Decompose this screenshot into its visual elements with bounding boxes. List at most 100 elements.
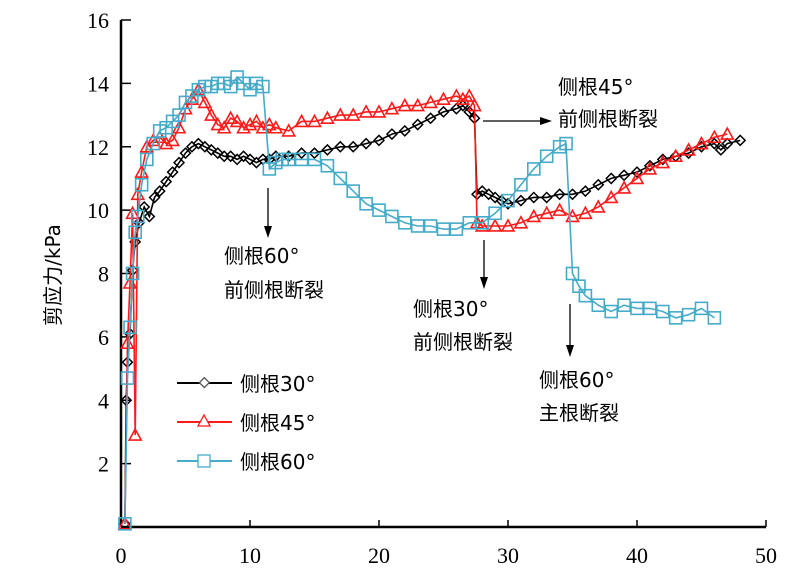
- data-point: [468, 112, 481, 125]
- data-point: [455, 91, 471, 106]
- arrowhead-icon: [566, 345, 574, 357]
- data-point: [123, 320, 137, 335]
- annotation-45-front: 侧根45° 前侧根断裂: [483, 75, 658, 131]
- data-point: [424, 112, 437, 125]
- data-point: [120, 335, 135, 350]
- data-point: [148, 191, 161, 204]
- data-point: [618, 169, 631, 182]
- data-point: [197, 94, 213, 109]
- data-point: [372, 203, 386, 217]
- data-point: [295, 147, 308, 160]
- data-point: [347, 140, 360, 153]
- annotation-30-front: 侧根30° 前侧根断裂: [413, 240, 513, 354]
- diamond-marker-icon: [198, 376, 211, 389]
- data-point: [668, 311, 683, 325]
- data-point: [130, 209, 145, 224]
- data-point: [553, 188, 566, 201]
- data-point: [166, 166, 179, 179]
- data-point: [463, 105, 476, 118]
- data-point: [605, 172, 618, 185]
- series-0: [118, 99, 747, 530]
- data-point: [540, 191, 553, 204]
- data-point: [590, 199, 606, 213]
- data-point: [398, 124, 411, 137]
- data-point: [456, 99, 469, 112]
- data-point: [321, 143, 334, 156]
- data-point: [592, 178, 605, 191]
- data-point: [467, 97, 482, 112]
- annotation-line1: 侧根60°: [539, 368, 614, 392]
- legend-item-45[interactable]: 侧根45°: [177, 411, 315, 435]
- data-point: [268, 120, 284, 134]
- data-point: [358, 104, 374, 118]
- data-point: [707, 129, 722, 144]
- data-point: [642, 161, 658, 175]
- data-point: [539, 205, 555, 220]
- data-point: [630, 166, 644, 179]
- data-point: [629, 170, 645, 185]
- data-point: [120, 371, 135, 385]
- data-point: [526, 208, 542, 223]
- annotation-line1: 侧根30°: [413, 297, 488, 321]
- y-tick-label: 4: [98, 388, 109, 413]
- data-point: [449, 88, 464, 102]
- data-point: [307, 113, 322, 128]
- data-point: [721, 137, 734, 150]
- data-point: [294, 113, 309, 128]
- data-point: [410, 97, 426, 112]
- data-point: [216, 120, 232, 134]
- data-point: [668, 148, 684, 163]
- triangle-marker-icon: [196, 413, 212, 427]
- data-point: [385, 128, 398, 141]
- data-point: [694, 301, 709, 316]
- data-point: [513, 215, 529, 229]
- data-point: [117, 516, 133, 530]
- data-point: [371, 104, 387, 118]
- series-1: [117, 82, 735, 530]
- data-point: [579, 185, 592, 198]
- data-point: [334, 140, 347, 153]
- legend-label: 侧根60°: [240, 450, 315, 474]
- data-point: [346, 184, 361, 198]
- data-point: [397, 97, 413, 112]
- legend-item-30[interactable]: 侧根30°: [177, 372, 315, 396]
- data-point: [294, 152, 309, 167]
- data-point: [127, 427, 143, 441]
- y-tick-label: 2: [98, 452, 109, 477]
- data-point: [229, 113, 245, 128]
- annotation-line1: 侧根45°: [558, 75, 633, 99]
- data-point: [210, 116, 226, 131]
- data-point: [708, 137, 721, 150]
- data-point: [487, 218, 503, 232]
- x-tick-label: 0: [116, 543, 127, 568]
- data-point: [437, 105, 450, 118]
- data-point: [320, 110, 335, 125]
- data-point: [514, 177, 528, 192]
- data-point: [359, 196, 373, 211]
- data-point: [630, 301, 644, 316]
- data-point: [122, 275, 138, 289]
- data-point: [423, 94, 438, 109]
- data-point: [734, 134, 747, 147]
- y-tick-label: 6: [98, 325, 109, 350]
- data-point: [501, 193, 515, 208]
- data-point: [320, 158, 335, 173]
- x-tick-label: 50: [755, 543, 777, 568]
- data-point: [655, 304, 670, 319]
- x-ticks: 0 10 20 30 40 50: [116, 520, 777, 568]
- data-point: [449, 222, 464, 236]
- data-point: [140, 152, 154, 167]
- data-point: [539, 149, 554, 164]
- data-point: [173, 156, 186, 169]
- data-point: [128, 225, 142, 240]
- data-point: [526, 162, 541, 176]
- legend-item-60[interactable]: 侧根60°: [177, 450, 315, 474]
- data-point: [681, 142, 696, 156]
- data-point: [655, 154, 671, 169]
- data-point: [527, 191, 540, 204]
- x-tick-label: 40: [626, 543, 648, 568]
- data-point: [121, 356, 134, 369]
- x-tick-label: 10: [239, 543, 261, 568]
- axes: 2 4 6 8 10 12 14 16 0 10 20 30 40 50: [87, 8, 777, 568]
- data-point: [617, 298, 631, 312]
